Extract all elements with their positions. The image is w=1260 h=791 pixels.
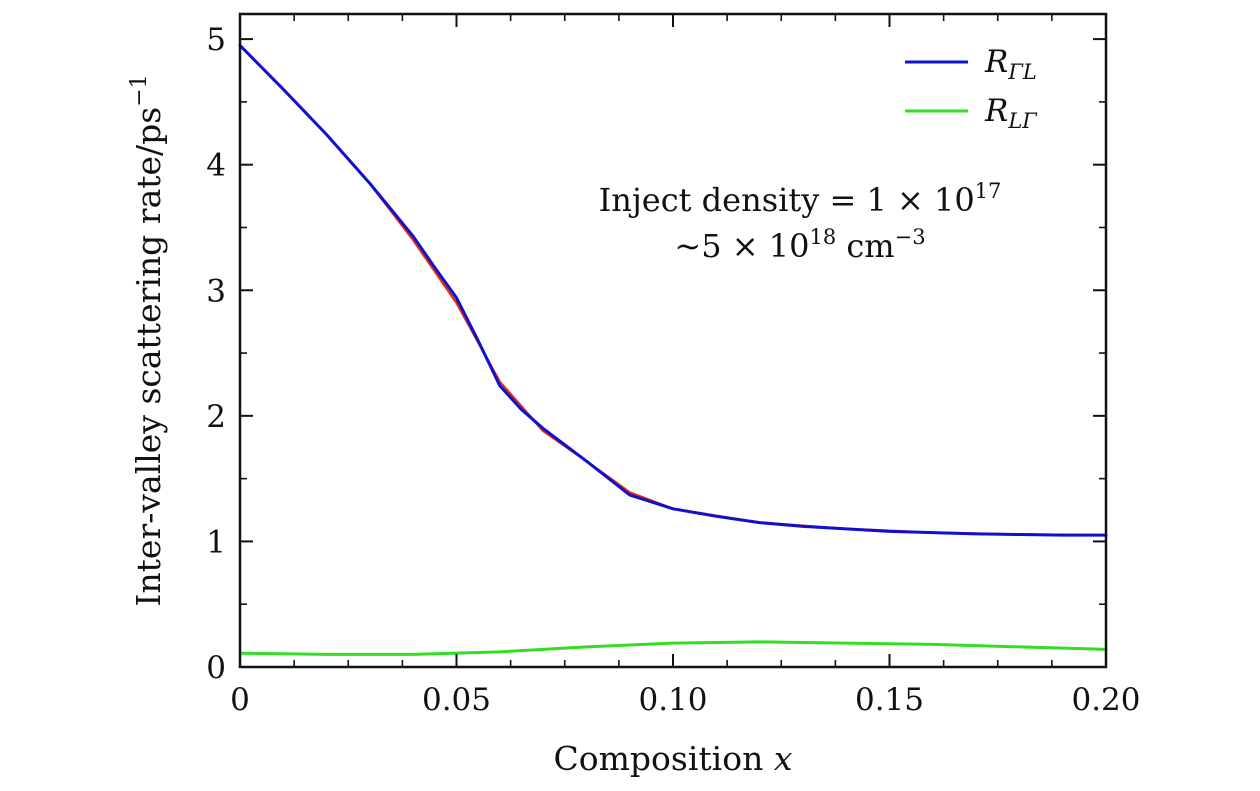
legend-label-r-gamma-l: RΓL [984, 44, 1037, 84]
series-line-1 [238, 640, 1108, 656]
plot-frame [238, 12, 1108, 669]
legend-label-r-l-gamma: RLΓ [984, 93, 1038, 133]
y-tick-label: 3 [206, 273, 226, 309]
ticks-group: 0 0.05 0.10 0.15 0.20 0 1 2 3 4 5 [206, 14, 1141, 718]
x-tick-label: 0.15 [855, 682, 924, 718]
x-axis-label: Composition x [554, 739, 793, 778]
x-tick-label: 0.10 [638, 682, 707, 718]
y-tick-label: 0 [206, 650, 226, 686]
series-line-0 [238, 43, 1108, 537]
y-axis-label: Inter-valley scattering rate/ps−1 [127, 74, 168, 606]
y-tick-label: 5 [206, 22, 226, 58]
legend: RΓL RLΓ [905, 44, 1038, 133]
series-line-2 [238, 44, 1108, 537]
annotation-line-1: Inject density = 1 × 1017 [599, 179, 1002, 219]
x-tick-label: 0.20 [1071, 682, 1140, 718]
y-tick-label: 1 [206, 524, 226, 560]
annotation-line-2: ~5 × 1018 cm−3 [674, 225, 925, 265]
x-tick-label: 0 [230, 682, 250, 718]
series-group [238, 43, 1108, 656]
y-tick-label: 2 [206, 399, 226, 435]
y-tick-label: 4 [206, 148, 226, 184]
x-tick-label: 0.05 [422, 682, 491, 718]
